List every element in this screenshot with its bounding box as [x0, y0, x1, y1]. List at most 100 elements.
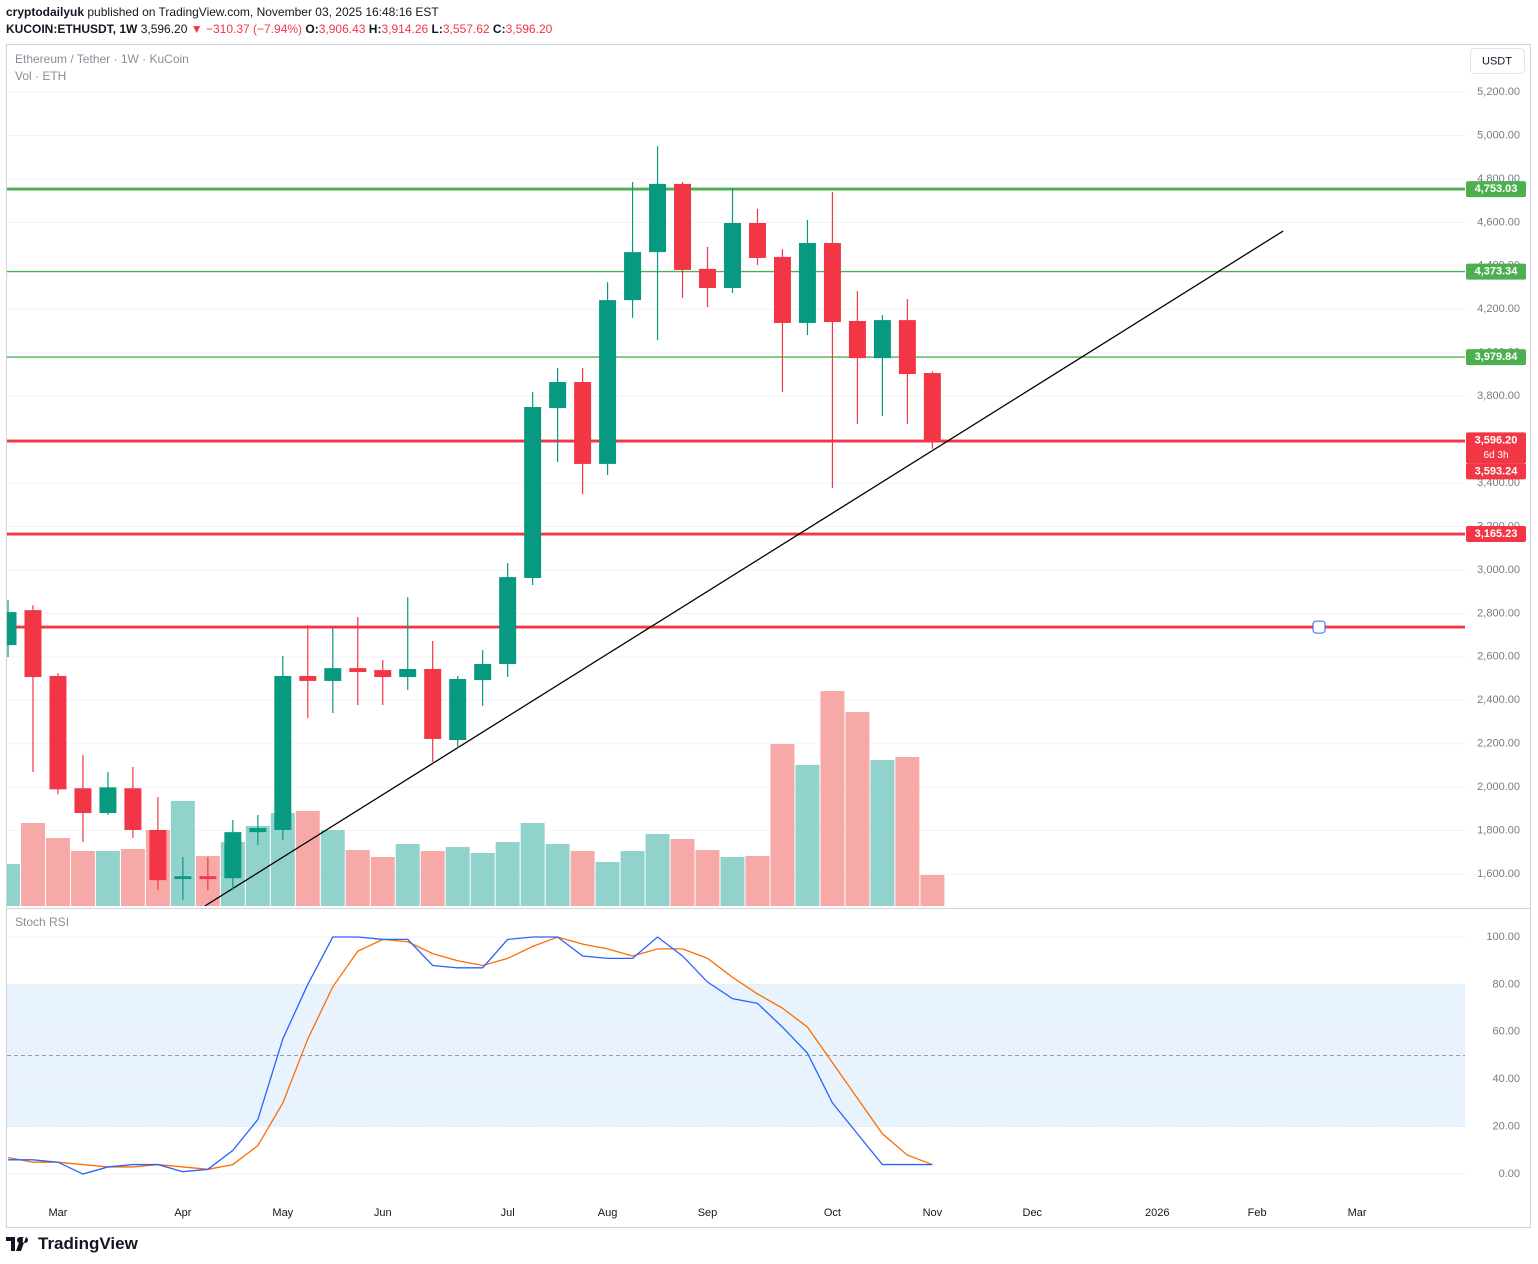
currency-label[interactable]: USDT: [1482, 55, 1512, 67]
candle-body: [199, 876, 217, 880]
currency-button[interactable]: [1470, 48, 1525, 74]
volume-bar: [120, 849, 145, 906]
candle-body: [374, 670, 392, 678]
x-tick-label: May: [272, 1207, 293, 1219]
volume-bar: [45, 838, 70, 906]
level-label: 3,593.24: [1475, 465, 1519, 477]
level-badge: [1466, 263, 1526, 280]
ohlc-value: 3,914.26: [381, 22, 429, 36]
volume-bar: [695, 850, 720, 906]
y-tick-label: 3,000.00: [1477, 564, 1520, 576]
volume-bar: [595, 862, 620, 906]
publisher: cryptodailyuk: [6, 5, 85, 19]
stoch-line: [7, 936, 933, 1175]
volume-bar: [545, 844, 570, 906]
y-tick-label: 80.00: [1492, 978, 1520, 990]
candle-body: [549, 382, 567, 409]
level-label: 4,373.34: [1475, 265, 1519, 277]
volume-bar: [445, 847, 470, 906]
x-tick-label: Apr: [174, 1207, 191, 1219]
level-label: 3,165.23: [1475, 528, 1518, 540]
x-tick-label: Sep: [698, 1207, 718, 1219]
chart-title: Ethereum / Tether · 1W · KuCoin: [15, 52, 189, 66]
level-badge: [1466, 463, 1526, 480]
candle-body: [449, 678, 467, 741]
y-tick-label: 100.00: [1486, 931, 1520, 943]
y-tick-label: 5,200.00: [1477, 86, 1520, 98]
volume-bar: [470, 853, 495, 906]
last-price-label: 3,596.20: [1475, 434, 1518, 446]
candle-body: [848, 320, 866, 359]
axes: 1,600.00 1,800.00 2,000.00 2,200.00 2,400.00…: [48, 86, 1526, 1219]
stoch-pane: [7, 936, 1465, 1175]
volume-bar: [370, 857, 395, 906]
volume-bar: [920, 875, 945, 906]
candle-body: [798, 242, 816, 323]
stoch-title: Stoch RSI: [15, 915, 69, 929]
brand-name: TradingView: [38, 1234, 138, 1253]
trendline: [204, 230, 1284, 906]
volume-bar: [745, 856, 770, 906]
y-tick-label: 2,600.00: [1477, 651, 1520, 663]
volume-bar: [170, 801, 195, 906]
volume-bar: [645, 834, 670, 906]
x-tick-label: Nov: [923, 1207, 943, 1219]
volume-bar: [270, 813, 295, 906]
volume-bar: [245, 826, 270, 906]
symbol-line: KUCOIN:ETHUSDT, 1W 3,596.20 ▼ −310.37 (−…: [6, 21, 552, 38]
change: ▼ −310.37 (−7.94%): [190, 22, 303, 36]
volume-bar: [570, 851, 595, 906]
candle-body: [748, 223, 766, 258]
candle-body: [898, 320, 916, 374]
footer: TradingView: [6, 1234, 138, 1254]
x-tick-label: 2026: [1145, 1207, 1169, 1219]
candle-body: [124, 788, 142, 830]
candle-body: [399, 668, 417, 678]
ohlc-key: C:: [492, 22, 506, 36]
candle-body: [773, 256, 791, 323]
y-tick-label: 2,000.00: [1477, 781, 1520, 793]
last-price: 3,596.20: [140, 22, 188, 36]
level-badge: [1466, 181, 1526, 198]
level-label: 3,979.84: [1475, 351, 1519, 363]
candle-body: [674, 183, 692, 270]
y-tick-label: 0.00: [1499, 1168, 1520, 1180]
volume-bar: [720, 857, 745, 906]
volume-bar: [845, 712, 870, 906]
volume-bar: [70, 851, 95, 906]
y-tick-label: 60.00: [1492, 1026, 1520, 1038]
candle-body: [724, 223, 741, 288]
publish-line: cryptodailyuk published on TradingView.c…: [6, 4, 552, 21]
candle-body: [49, 675, 67, 790]
x-tick-label: Feb: [1248, 1207, 1267, 1219]
candle-body: [74, 788, 92, 814]
y-tick-label: 5,000.00: [1477, 129, 1520, 141]
candle-body: [149, 829, 167, 881]
countdown-label: 6d 3h: [1483, 450, 1508, 461]
stoch-line: [7, 936, 933, 1170]
published: published on TradingView.com, November 0…: [87, 5, 439, 19]
volume-label: Vol · ETH: [15, 69, 66, 83]
volume-bar: [295, 811, 320, 906]
candle-body: [424, 668, 442, 739]
volume-bar: [770, 744, 795, 906]
candle-body: [624, 252, 642, 301]
x-tick-label: Aug: [598, 1207, 618, 1219]
y-tick-label: 2,400.00: [1477, 694, 1520, 706]
y-tick-label: 40.00: [1492, 1073, 1520, 1085]
brand-logo: [6, 1237, 29, 1251]
candle-body: [524, 407, 542, 578]
ohlc-key: H:: [368, 22, 382, 36]
level-label: 4,753.03: [1475, 183, 1518, 195]
volume-bar: [395, 844, 420, 906]
level-badge: [1466, 526, 1526, 543]
y-tick-label: 2,200.00: [1477, 738, 1520, 750]
candle-body: [923, 373, 941, 441]
y-tick-label: 3,800.00: [1477, 390, 1520, 402]
candle-body: [474, 663, 492, 681]
level-handle: [1312, 620, 1326, 634]
candle-body: [99, 787, 117, 814]
x-tick-label: Oct: [824, 1207, 841, 1219]
volume-bar: [7, 864, 20, 906]
